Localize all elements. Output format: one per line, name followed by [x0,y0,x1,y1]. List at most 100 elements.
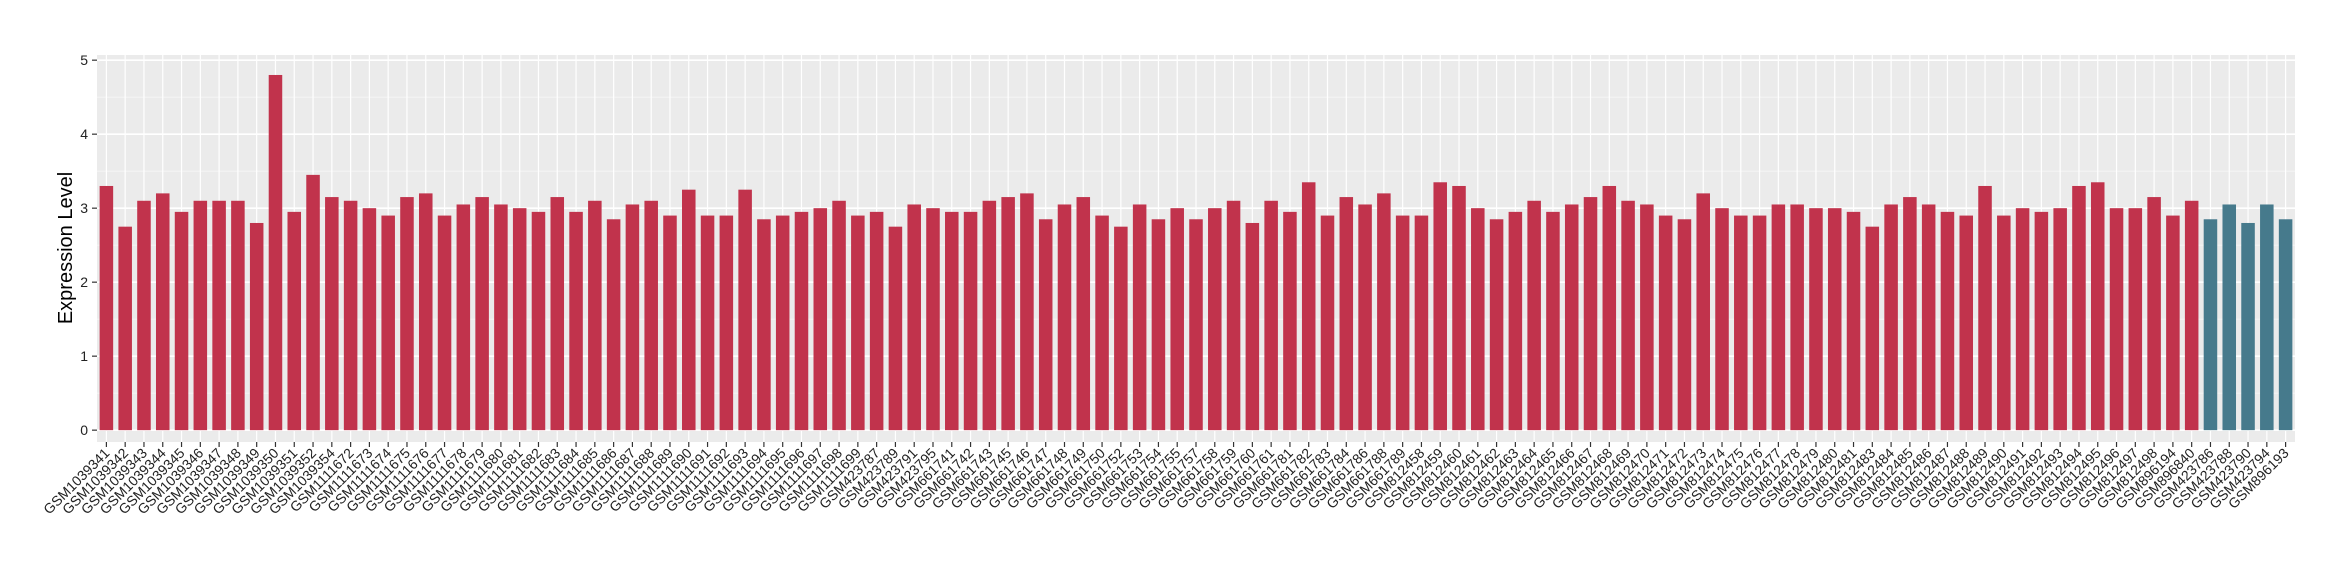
bar [1151,219,1166,431]
bar [569,211,583,431]
bar [1433,182,1447,431]
bar [700,215,715,431]
bar [362,208,377,431]
bar [1546,211,1560,431]
bar [2109,208,2124,431]
bar [212,200,226,431]
bar [2241,222,2255,431]
bar [400,197,414,431]
bar [1903,197,1917,431]
bar [945,211,959,431]
bar [1095,215,1109,431]
bar [1884,204,1898,431]
bar [1621,200,1635,431]
bar [325,197,339,431]
bar [437,215,452,431]
bar [982,200,997,431]
bar [381,215,395,431]
bar [2278,219,2293,431]
bar [1226,200,1241,431]
bar [1471,208,1485,431]
bar [1978,185,1992,431]
bar [851,215,865,431]
bar [137,200,151,431]
bar [813,208,828,431]
bar [1564,204,1579,431]
y-tick-label: 2 [80,274,88,290]
bar [1602,185,1617,431]
bar [174,211,189,431]
bar [1320,215,1335,431]
bar [1301,182,1316,431]
bar [1395,215,1410,431]
bar [193,200,208,431]
bar [663,215,677,431]
bar [1921,204,1936,431]
bar [1658,215,1673,431]
bar [287,211,302,431]
bar [249,222,264,431]
bar [1057,204,1072,431]
bar [1339,197,1354,431]
bar [1452,185,1466,431]
y-tick-label: 5 [80,52,88,68]
bar [1715,208,1729,431]
bar [869,211,884,431]
bar [1940,211,1955,431]
bar [1677,219,1692,431]
y-tick-label: 4 [80,126,88,142]
y-tick-label: 1 [80,348,88,364]
bar [1771,204,1786,431]
bar [1377,193,1391,431]
bar [231,200,245,431]
bar [1959,215,1974,431]
bar [2090,182,2105,431]
bar [1076,197,1091,431]
bar [1020,193,1034,431]
bar [1358,204,1372,431]
bar [1508,211,1523,431]
bar [1752,215,1767,431]
bar [963,211,978,431]
bar [2053,208,2067,431]
y-tick-label: 0 [80,422,88,438]
bar [588,200,602,431]
bar [1846,211,1861,431]
bar [456,204,471,431]
bar [1997,215,2011,431]
bar [794,211,809,431]
bar [512,208,527,431]
bar [2166,215,2180,431]
bar [2147,197,2161,431]
bar [907,204,921,431]
bar [155,193,170,431]
bar [2203,219,2218,431]
bar [475,197,489,431]
bar [1001,197,1015,431]
bar [494,204,508,431]
bar [2184,200,2199,431]
bar [1827,208,1842,431]
bar [926,208,940,431]
bar [2128,208,2143,431]
bar [682,189,696,431]
bar [418,193,433,431]
bar [1189,219,1203,431]
bar [1865,226,1880,431]
bar [343,200,358,431]
bar [99,185,114,431]
bar [1264,200,1278,431]
bar [2260,204,2274,431]
bar [738,189,752,431]
bar [775,215,790,431]
bar [757,219,771,431]
bar [1809,208,1823,431]
bar [2072,185,2086,431]
bar [118,226,132,431]
bar [531,211,546,431]
bar [1790,204,1804,431]
y-axis-title: Expression Level [55,172,77,324]
bar [1283,211,1297,431]
bar [606,219,621,431]
bar [719,215,734,431]
